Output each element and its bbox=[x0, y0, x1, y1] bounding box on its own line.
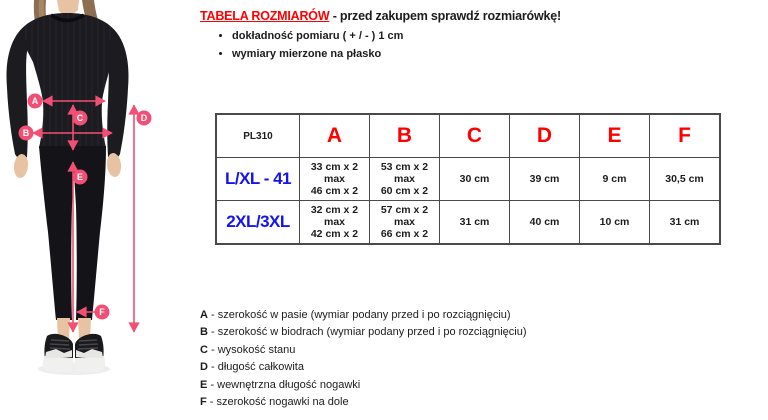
marker-e-letter: E bbox=[77, 172, 83, 182]
value-cell: 30 cm bbox=[439, 157, 510, 201]
marker-c-letter: C bbox=[77, 113, 84, 123]
page-title: TABELA ROZMIARÓW - przed zakupem sprawdź… bbox=[200, 9, 561, 23]
legend-item-c: C - wysokość stanu bbox=[200, 343, 296, 356]
value-cell: 31 cm bbox=[649, 200, 721, 245]
value-cell: 10 cm bbox=[579, 200, 650, 245]
marker-d-letter: D bbox=[141, 113, 148, 123]
size-chart-title: TABELA ROZMIARÓW bbox=[200, 9, 330, 23]
measurement-badges: A B C D E F bbox=[18, 93, 152, 320]
model-leggings bbox=[39, 146, 106, 320]
col-header-d: D bbox=[509, 113, 580, 158]
marker-c-badge bbox=[72, 110, 88, 126]
legend-item-b: B - szerokość w biodrach (wymiar podany … bbox=[200, 326, 527, 339]
col-header-c: C bbox=[439, 113, 510, 158]
marker-a-badge bbox=[27, 93, 43, 109]
col-header-e: E bbox=[579, 113, 650, 158]
measurement-notes: dokładność pomiaru ( + / - ) 1 cm wymiar… bbox=[206, 29, 403, 65]
size-cell: 2XL/3XL bbox=[215, 200, 300, 245]
marker-e-badge bbox=[72, 169, 88, 185]
model-photo: A B C D E F bbox=[6, 0, 152, 375]
value-cell: 30,5 cm bbox=[649, 157, 721, 201]
col-header-b: B bbox=[369, 113, 440, 158]
size-table-header-row: PL310 A B C D E F bbox=[215, 113, 721, 158]
measurement-legend: A - szerokość w pasie (wymiar podany prz… bbox=[200, 307, 526, 411]
marker-a-letter: A bbox=[32, 96, 39, 106]
value-cell: 33 cm x 2 max 46 cm x 2 bbox=[299, 157, 370, 201]
marker-b-letter: B bbox=[23, 128, 30, 138]
product-code-cell: PL310 bbox=[215, 113, 300, 158]
value-cell: 32 cm x 2 max 42 cm x 2 bbox=[299, 200, 370, 245]
size-table-row-lxl: L/XL - 41 33 cm x 2 max 46 cm x 2 53 cm … bbox=[215, 157, 721, 201]
value-cell: 53 cm x 2 max 60 cm x 2 bbox=[369, 157, 440, 201]
value-cell: 39 cm bbox=[509, 157, 580, 201]
measurement-lines bbox=[32, 95, 140, 333]
marker-b-badge bbox=[18, 125, 34, 141]
marker-f-letter: F bbox=[99, 307, 105, 317]
note-flat-measure: wymiary mierzone na płasko bbox=[232, 47, 403, 61]
value-cell: 57 cm x 2 max 66 cm x 2 bbox=[369, 200, 440, 245]
legend-item-f: F - szerokość nogawki na dole bbox=[200, 396, 349, 409]
value-cell: 40 cm bbox=[509, 200, 580, 245]
size-cell: L/XL - 41 bbox=[215, 157, 300, 201]
model-neck bbox=[57, 0, 79, 16]
marker-f-badge bbox=[94, 304, 110, 320]
size-table-row-2xl3xl: 2XL/3XL 32 cm x 2 max 42 cm x 2 57 cm x … bbox=[215, 200, 721, 245]
note-accuracy: dokładność pomiaru ( + / - ) 1 cm bbox=[232, 29, 403, 43]
marker-d-badge bbox=[136, 110, 152, 126]
col-header-f: F bbox=[649, 113, 721, 158]
model-sneakers bbox=[38, 333, 110, 375]
value-cell: 31 cm bbox=[439, 200, 510, 245]
size-chart-subtitle: - przed zakupem sprawdź rozmiarówkę! bbox=[329, 9, 561, 23]
model-ankles bbox=[57, 318, 91, 340]
col-header-a: A bbox=[299, 113, 370, 158]
value-cell: 9 cm bbox=[579, 157, 650, 201]
legend-item-e: E - wewnętrzna długość nogawki bbox=[200, 378, 361, 391]
model-hands bbox=[13, 153, 122, 178]
size-table: PL310 A B C D E F L/XL - 41 33 cm x 2 ma… bbox=[215, 113, 721, 245]
legend-item-d: D - długość całkowita bbox=[200, 361, 304, 374]
legend-item-a: A - szerokość w pasie (wymiar podany prz… bbox=[200, 309, 511, 321]
